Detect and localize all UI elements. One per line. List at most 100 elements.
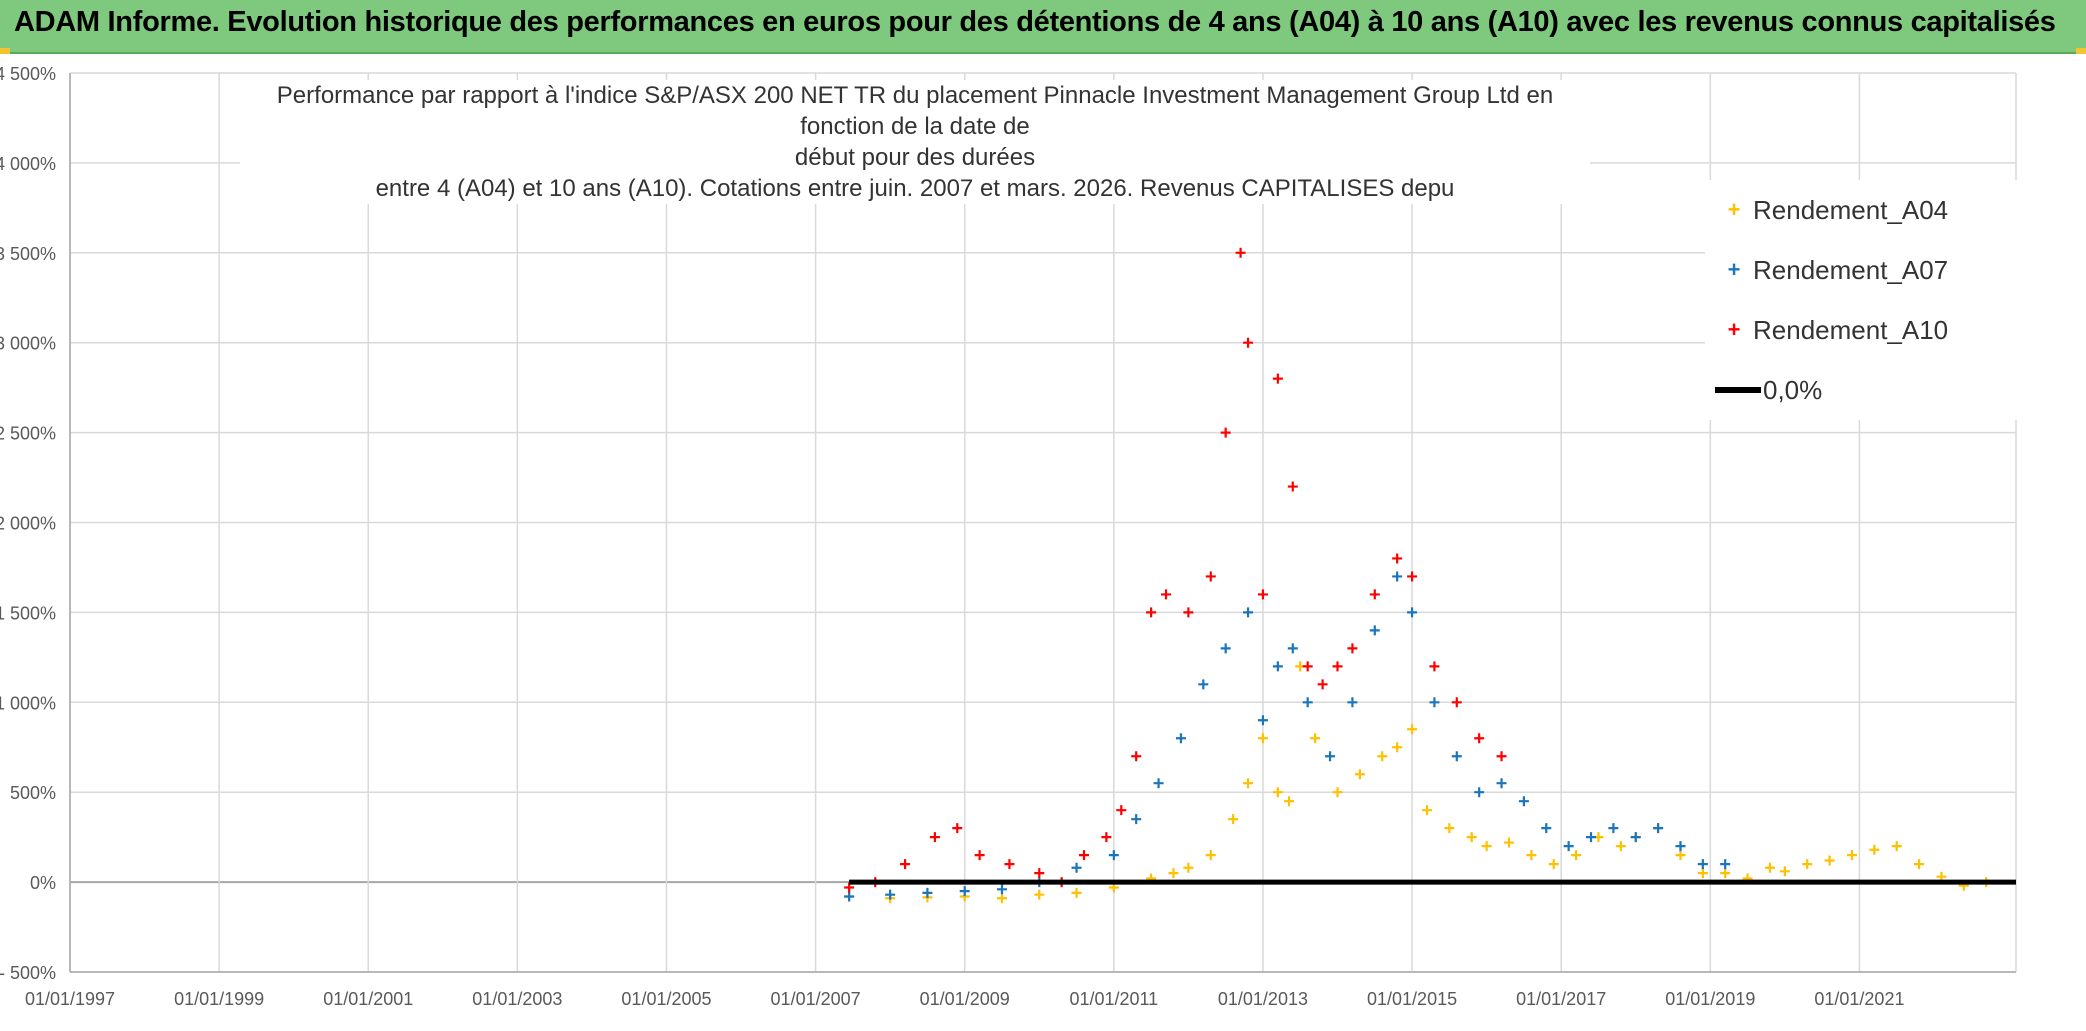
data-point-rendement-a07 — [1153, 778, 1164, 789]
data-point-rendement-a10 — [1004, 859, 1015, 870]
data-point-rendement-a07 — [1287, 643, 1298, 654]
data-point-rendement-a04 — [1824, 855, 1835, 866]
x-tick-label: 01/01/1999 — [174, 989, 264, 1009]
y-tick-label: 2 500% — [0, 424, 56, 444]
data-point-rendement-a10 — [1429, 661, 1440, 672]
data-point-rendement-a07 — [1630, 832, 1641, 843]
scatter-chart: - 500% 0% 500% 1 000% 1 500% 2 000% 2 500% 3 00… — [0, 64, 2017, 1009]
x-tick-label: 01/01/2005 — [621, 989, 711, 1009]
data-point-rendement-a07 — [1257, 715, 1268, 726]
data-point-rendement-a07 — [885, 889, 896, 900]
data-point-rendement-a07 — [1586, 832, 1597, 843]
chart-title: Performance par rapport à l'indice S&P/A… — [240, 80, 1590, 204]
y-tick-label: 1 000% — [0, 693, 56, 713]
data-point-rendement-a10 — [1317, 679, 1328, 690]
data-point-rendement-a04 — [1071, 887, 1082, 898]
data-point-rendement-a04 — [1332, 787, 1343, 798]
data-point-rendement-a10 — [1116, 805, 1127, 816]
data-point-rendement-a04 — [1526, 850, 1537, 861]
legend-label-a10: Rendement_A10 — [1753, 314, 1949, 345]
legend-line-zero — [1715, 387, 1761, 393]
chart-title-line-2: début pour des durées — [794, 144, 1036, 171]
y-tick-label: 4 000% — [0, 154, 56, 174]
data-point-rendement-a07 — [1108, 850, 1119, 861]
legend-label-a07: Rendement_A07 — [1753, 254, 1949, 285]
data-point-rendement-a07 — [1541, 823, 1552, 834]
x-tick-label: 01/01/2007 — [771, 989, 861, 1009]
data-point-rendement-a04 — [1615, 841, 1626, 852]
data-point-rendement-a07 — [1697, 859, 1708, 870]
data-point-rendement-a04 — [996, 893, 1007, 904]
data-point-rendement-a10 — [1183, 607, 1194, 618]
data-point-rendement-a04 — [1272, 787, 1283, 798]
data-point-rendement-a04 — [1310, 733, 1321, 744]
data-point-rendement-a04 — [1720, 868, 1731, 879]
data-point-rendement-a04 — [1697, 868, 1708, 879]
legend-label-a04: Rendement_A04 — [1753, 194, 1949, 225]
data-point-rendement-a07 — [1496, 778, 1507, 789]
data-point-rendement-a04 — [1205, 850, 1216, 861]
data-point-rendement-a04 — [1354, 769, 1365, 780]
y-tick-label: 3 000% — [0, 334, 56, 354]
data-point-rendement-a04 — [1846, 850, 1857, 861]
corner-mark-right — [2076, 48, 2086, 54]
legend-label-zero: 0,0% — [1763, 374, 1823, 405]
x-tick-label: 01/01/2017 — [1516, 989, 1606, 1009]
legend-marker-a07: + — [1727, 257, 1741, 282]
data-point-rendement-a04 — [1377, 751, 1388, 762]
data-point-rendement-a04 — [1444, 823, 1455, 834]
x-tick-label: 01/01/2009 — [920, 989, 1010, 1009]
data-point-rendement-a07 — [1325, 751, 1336, 762]
y-tick-label: 4 500% — [0, 64, 56, 84]
y-tick-label: 1 500% — [0, 603, 56, 623]
data-point-rendement-a04 — [1228, 814, 1239, 825]
x-tick-label: 01/01/2001 — [323, 989, 413, 1009]
y-tick-label: 0% — [30, 873, 56, 893]
y-tick-label: - 500% — [0, 963, 56, 983]
data-point-rendement-a10 — [974, 850, 985, 861]
data-point-rendement-a07 — [922, 887, 933, 898]
data-point-rendement-a10 — [1220, 427, 1231, 438]
data-point-rendement-a10 — [1451, 697, 1462, 708]
data-point-rendement-a04 — [1243, 778, 1254, 789]
x-tick-label: 01/01/2021 — [1814, 989, 1904, 1009]
data-point-rendement-a07 — [1563, 841, 1574, 852]
data-point-rendement-a10 — [1392, 553, 1403, 564]
data-point-rendement-a04 — [1571, 850, 1582, 861]
data-point-rendement-a04 — [1392, 742, 1403, 753]
x-tick-label: 01/01/2015 — [1367, 989, 1457, 1009]
x-tick-label: 01/01/1997 — [25, 989, 115, 1009]
y-tick-label: 3 500% — [0, 244, 56, 264]
data-point-rendement-a10 — [1235, 247, 1246, 258]
data-point-rendement-a04 — [1257, 733, 1268, 744]
data-point-rendement-a10 — [1161, 589, 1172, 600]
data-point-rendement-a10 — [1347, 643, 1358, 654]
data-point-rendement-a04 — [1779, 866, 1790, 877]
data-point-rendement-a04 — [1504, 837, 1514, 848]
data-point-rendement-a10 — [1332, 661, 1343, 672]
legend-item-zero: 0,0% — [1715, 370, 1822, 410]
data-point-rendement-a10 — [1287, 481, 1298, 492]
data-point-rendement-a04 — [1034, 889, 1045, 900]
x-tick-label: 01/01/2019 — [1665, 989, 1755, 1009]
data-point-rendement-a04 — [1421, 805, 1432, 816]
corner-mark-left — [0, 48, 10, 54]
data-point-rendement-a10 — [1474, 733, 1485, 744]
data-point-rendement-a07 — [1720, 859, 1731, 870]
data-point-rendement-a07 — [1272, 661, 1283, 672]
data-point-rendement-a07 — [1407, 607, 1418, 618]
chart-title-line-1: Performance par rapport à l'indice S&P/A… — [276, 82, 1554, 140]
data-point-rendement-a10 — [1302, 661, 1313, 672]
data-point-rendement-a04 — [1764, 862, 1775, 873]
data-point-rendement-a10 — [1369, 589, 1380, 600]
data-point-rendement-a07 — [996, 884, 1007, 895]
legend-marker-a10: + — [1727, 317, 1741, 342]
data-point-rendement-a04 — [1466, 832, 1477, 843]
legend-item-a07: + Rendement_A07 — [1715, 250, 1949, 290]
data-point-rendement-a07 — [1243, 607, 1254, 618]
report-header: ADAM Informe. Evolution historique des p… — [0, 0, 2086, 54]
data-point-rendement-a10 — [1407, 571, 1418, 582]
data-point-rendement-a10 — [1205, 571, 1216, 582]
data-point-rendement-a10 — [952, 823, 963, 834]
data-point-rendement-a04 — [1675, 850, 1686, 861]
